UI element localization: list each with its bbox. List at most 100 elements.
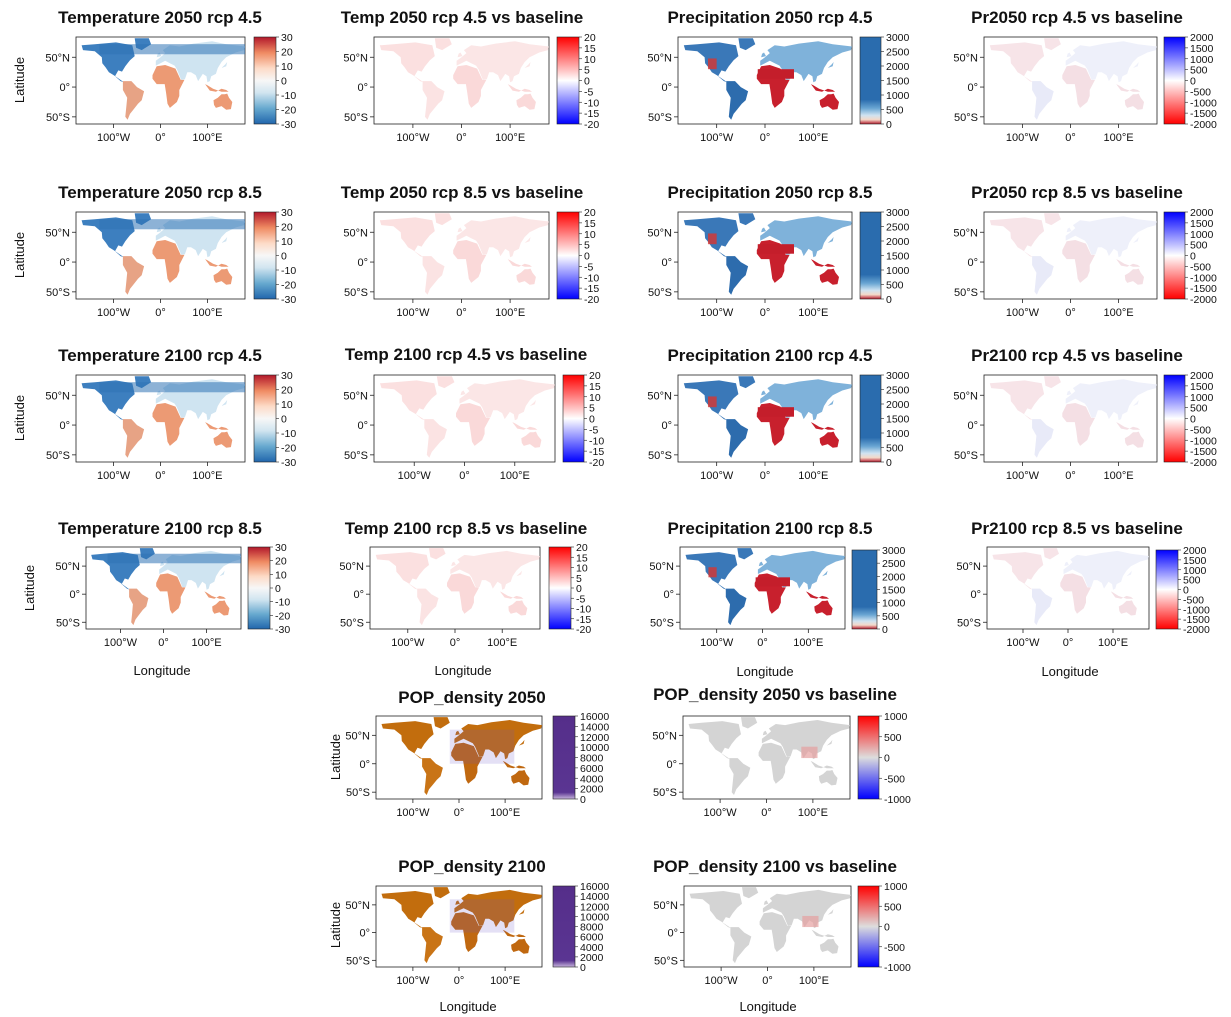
colorbar-tick-label: 500 (1190, 403, 1208, 415)
colorbar-tick-label: 15 (584, 43, 596, 55)
colorbar-tick-label: -1000 (884, 962, 911, 974)
lon-tick-label: 100°E (1098, 637, 1128, 649)
land-uk (455, 730, 460, 736)
land-japan (524, 237, 531, 243)
colorbar-tick-label: -1500 (1190, 108, 1217, 120)
colorbar-tick-label: 8000 (580, 922, 604, 934)
land-australia (819, 431, 839, 448)
lat-tick-label: 50°S (648, 287, 672, 299)
lon-tick-label: 100°W (396, 807, 430, 819)
panel-title: Pr2050 rcp 4.5 vs baseline (971, 8, 1183, 27)
lon-tick-label: 0° (1065, 132, 1076, 144)
land-japan (221, 400, 228, 406)
colorbar-tick-label: -500 (1190, 86, 1211, 98)
land-japan (1133, 237, 1139, 243)
panel-pop2050: POP_density 2050 100°W 0° 100°E 50°N 0° 50°S 16… (345, 688, 609, 819)
colorbar-tick-label: 1000 (1190, 229, 1214, 241)
land-samerica (122, 81, 145, 120)
colorbar-tick-label: -1000 (1190, 97, 1217, 109)
colorbar-tick-label: -5 (584, 86, 593, 98)
colorbar-tick-label: 0 (580, 962, 586, 974)
lat-tick-label: 0° (967, 420, 978, 432)
lat-tick-label: 50°N (45, 227, 70, 239)
land-seasia (205, 259, 229, 267)
lat-tick-label: 50°S (344, 287, 368, 299)
land-layer (91, 548, 242, 626)
colorbar-tick-label: -500 (884, 942, 905, 954)
colorbar-tick-label: -10 (281, 428, 296, 440)
panel-title: Temperature 2100 rcp 4.5 (58, 346, 262, 365)
colorbar-tick-label: 10 (576, 563, 588, 575)
lon-tick-label: 100°W (97, 132, 131, 144)
lat-tick-label: 50°N (649, 561, 674, 573)
land-seasia (1116, 84, 1141, 92)
land-seasia (1116, 259, 1141, 267)
lon-tick-label: 100°W (1006, 307, 1040, 319)
lat-tick-label: 50°S (344, 112, 368, 124)
panel-title: Temperature 2100 rcp 8.5 (58, 519, 262, 538)
colorbar-tick-label: 0 (576, 583, 582, 595)
land-australia (516, 93, 536, 110)
colorbar-tick-label: 6000 (580, 763, 604, 775)
colorbar-tick-label: 2000 (1190, 370, 1214, 382)
land-samerica (122, 256, 145, 295)
colorbar (859, 36, 882, 125)
colorbar-tick-label: 2500 (886, 385, 910, 397)
land-uk (1064, 561, 1069, 567)
colorbar-tick-label: 0 (589, 414, 595, 426)
lon-tick-label: 0° (454, 807, 465, 819)
colorbar-tick-label: -20 (281, 105, 296, 117)
colorbar-tick-label: 0 (580, 794, 586, 806)
land-australia (511, 770, 530, 786)
land-samerica (726, 419, 749, 458)
panel-title: Temp 2050 rcp 4.5 vs baseline (341, 8, 584, 27)
colorbar-tick-label: 500 (886, 443, 904, 455)
land-layer (992, 548, 1149, 626)
colorbar (1163, 36, 1186, 125)
panel-pop2100: POP_density 2100 100°W 0° 100°E 50°N 0° 50°S 16… (345, 857, 609, 987)
lon-tick-label: 100°E (490, 975, 520, 987)
lat-tick-label: 0° (59, 82, 70, 94)
colorbar-tick-label: 20 (589, 370, 601, 382)
land-eurasia (1065, 216, 1157, 258)
land-namerica (989, 217, 1045, 258)
colorbar (1155, 549, 1179, 630)
panel-p2100_45: Precipitation 2100 rcp 4.5 100°W 0° 100°E 50… (647, 346, 909, 482)
land-africa (1060, 573, 1091, 614)
lat-tick-label: 0° (59, 257, 70, 269)
colorbar-tick-label: 1000 (886, 90, 910, 102)
land-japan (524, 62, 531, 68)
land-layer (381, 887, 542, 964)
land-africa (1062, 403, 1095, 446)
lat-tick-label: 50°S (957, 617, 981, 629)
panel-title: POP_density 2100 (398, 857, 545, 876)
colorbar-tick-label: 500 (884, 901, 902, 913)
land-seasia (810, 259, 836, 267)
colorbar-tick-label: 2500 (886, 47, 910, 59)
colorbar-tick-label: 20 (281, 385, 293, 397)
colorbar (851, 549, 878, 630)
lon-tick-label: 0° (450, 637, 461, 649)
land-layer (683, 38, 852, 120)
land-seasia (811, 929, 835, 937)
lon-tick-label: 100°W (396, 132, 430, 144)
land-uk (761, 52, 766, 58)
lon-tick-label: 100°W (396, 307, 430, 319)
lon-tick-label: 0° (760, 307, 771, 319)
colorbar (548, 546, 572, 630)
panel-title: Precipitation 2050 rcp 4.5 (667, 8, 872, 27)
lat-tick-label: 50°N (343, 390, 368, 402)
colorbar-tick-label: 5 (576, 573, 582, 585)
land-australia (1124, 268, 1144, 285)
colorbar-tick-label: 2500 (886, 222, 910, 234)
panel-popd2100: POP_density 2100 vs baseline 100°W 0° 100°E… (653, 857, 911, 987)
lat-tick-label: 50°S (56, 617, 80, 629)
colorbar-tick-label: 2000 (1183, 545, 1207, 557)
colorbar-tick-label: 14000 (580, 721, 609, 733)
y-axis-label: Latitude (328, 902, 343, 948)
lon-tick-label: 100°E (799, 975, 829, 987)
panel-pd2050_85: Pr2050 rcp 8.5 vs baseline 100°W 0° 100°E 50… (953, 183, 1217, 319)
colorbar-tick-label: -500 (1183, 594, 1204, 606)
lat-tick-label: 50°S (346, 955, 370, 967)
panel-t2050_45: Temperature 2050 rcp 4.5 100°W 0° 100°E 50°N… (45, 8, 296, 144)
